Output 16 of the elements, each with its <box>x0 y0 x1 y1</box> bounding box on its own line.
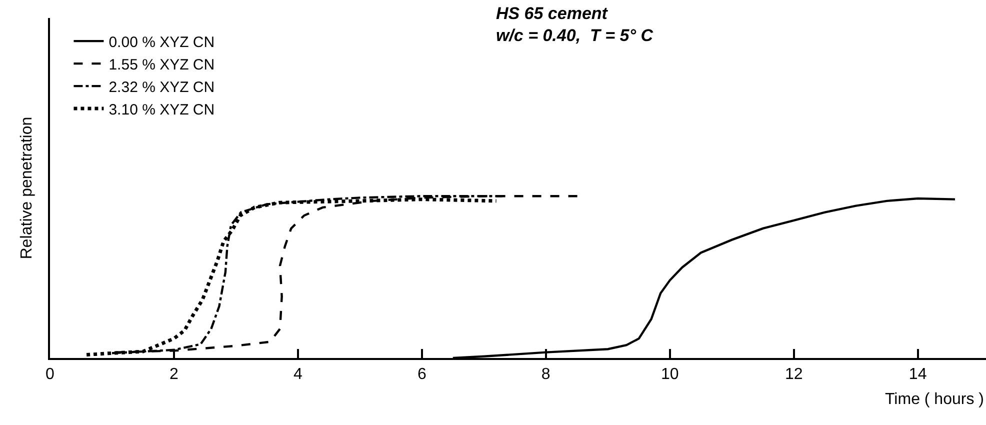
legend-label: 3.10 % XYZ CN <box>108 101 215 118</box>
chart-title: HS 65 cement <box>496 4 609 24</box>
y-axis-title: Relative penetration <box>18 116 36 260</box>
x-tick-label: 10 <box>660 366 679 384</box>
legend-label: 0.00 % XYZ CN <box>108 34 215 51</box>
x-tick-label: 2 <box>170 366 179 384</box>
x-tick-label: 6 <box>417 366 426 384</box>
x-tick-label: 8 <box>541 366 550 384</box>
x-axis-title: Time ( hours ) <box>885 391 984 408</box>
x-tick-label: 4 <box>293 366 302 384</box>
legend-label: 1.55 % XYZ CN <box>108 56 215 74</box>
x-tick-label: 12 <box>784 366 803 384</box>
chart-subtitle: w/c = 0.40, T = 5° C <box>496 26 654 46</box>
x-tick-label: 14 <box>908 366 927 384</box>
legend-label: 2.32 % XYZ CN <box>108 78 215 96</box>
x-tick-label: 0 <box>46 366 55 384</box>
